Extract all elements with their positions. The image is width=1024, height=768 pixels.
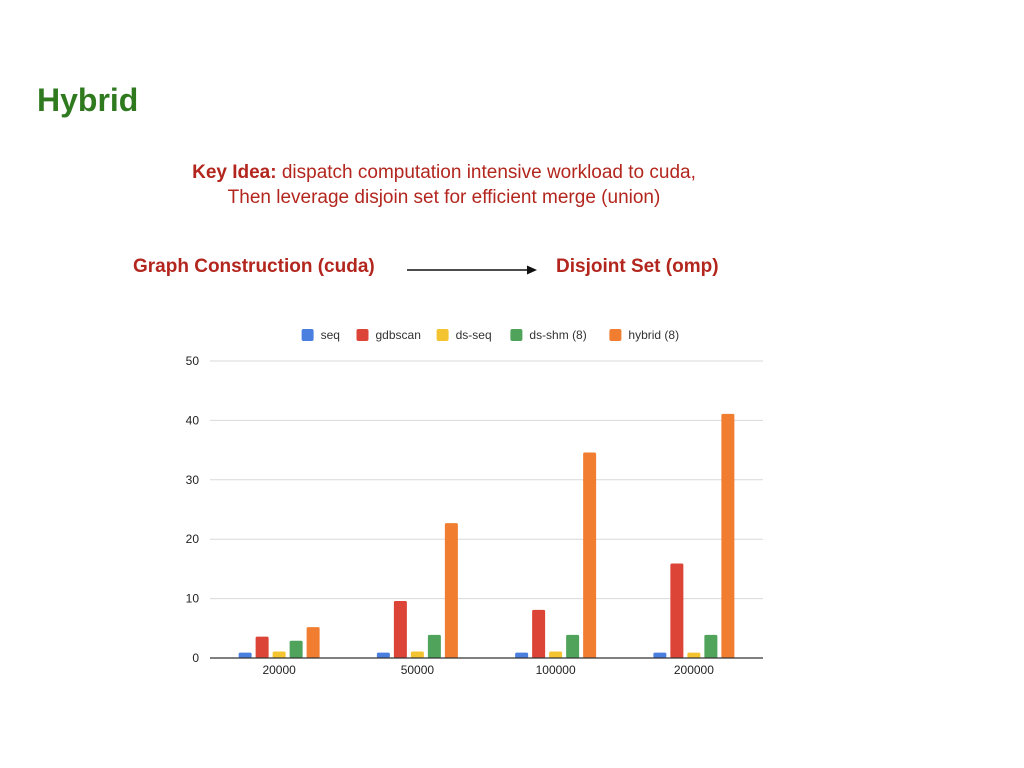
bar-seq-50000 bbox=[376, 652, 390, 658]
bar-hybrid-8-20000 bbox=[306, 627, 320, 658]
x-tick-label: 50000 bbox=[401, 663, 435, 677]
bar-ds-seq-200000 bbox=[687, 652, 701, 658]
bar-ds-shm-8-20000 bbox=[289, 640, 303, 658]
legend-label: ds-seq bbox=[456, 328, 492, 342]
chart-axes: 0 10 20 30 40 50 20000 50000 100000 200000 bbox=[186, 354, 763, 677]
y-tick-label: 30 bbox=[186, 473, 200, 487]
flow-step-graph-construction: Graph Construction (cuda) bbox=[133, 256, 375, 277]
bar-hybrid-8-50000 bbox=[444, 523, 458, 658]
chart-legend: seq gdbscan ds-seq ds-shm (8) hybrid (8) bbox=[301, 328, 679, 342]
legend-swatch bbox=[510, 329, 523, 341]
bar-ds-shm-8-200000 bbox=[704, 634, 718, 658]
bar-gdbscan-100000 bbox=[532, 609, 546, 658]
bar-gdbscan-20000 bbox=[255, 636, 269, 658]
bar-hybrid-8-200000 bbox=[721, 413, 735, 658]
legend-swatch bbox=[436, 329, 449, 341]
bar-seq-100000 bbox=[515, 652, 529, 658]
key-idea-label: Key Idea: bbox=[192, 162, 277, 183]
bar-hybrid-8-100000 bbox=[583, 452, 597, 658]
y-tick-label: 10 bbox=[186, 592, 200, 606]
y-tick-label: 20 bbox=[186, 532, 200, 546]
y-tick-label: 0 bbox=[192, 651, 199, 665]
bar-ds-seq-100000 bbox=[549, 651, 563, 658]
chart-gridlines bbox=[210, 360, 763, 600]
key-idea-line-1: Key Idea: dispatch computation intensive… bbox=[0, 160, 888, 185]
legend-label: seq bbox=[321, 328, 340, 342]
bar-ds-seq-20000 bbox=[272, 651, 286, 658]
bar-gdbscan-200000 bbox=[670, 563, 684, 658]
bar-ds-seq-50000 bbox=[410, 651, 424, 658]
flow-arrow-icon bbox=[407, 265, 537, 275]
legend-label: hybrid (8) bbox=[628, 328, 679, 342]
legend-item: ds-seq bbox=[436, 328, 492, 342]
bar-seq-200000 bbox=[653, 652, 667, 658]
x-tick-label: 20000 bbox=[262, 663, 296, 677]
key-idea-line-1-text: dispatch computation intensive workload … bbox=[276, 162, 696, 183]
bar-ds-shm-8-50000 bbox=[427, 634, 441, 658]
legend-item: ds-shm (8) bbox=[510, 328, 587, 342]
y-tick-label: 50 bbox=[186, 354, 200, 368]
x-tick-label: 100000 bbox=[536, 663, 576, 677]
bar-ds-shm-8-100000 bbox=[566, 634, 580, 658]
slide-title: Hybrid bbox=[37, 82, 139, 118]
bar-seq-20000 bbox=[238, 652, 252, 658]
legend-item: seq bbox=[301, 328, 340, 342]
legend-label: gdbscan bbox=[376, 328, 421, 342]
legend-item: gdbscan bbox=[356, 328, 421, 342]
bar-gdbscan-50000 bbox=[393, 600, 407, 658]
x-tick-label: 200000 bbox=[674, 663, 714, 677]
legend-label: ds-shm (8) bbox=[529, 328, 586, 342]
legend-item: hybrid (8) bbox=[609, 328, 679, 342]
key-idea-line-2: Then leverage disjoin set for efficient … bbox=[227, 187, 661, 208]
flow-step-disjoint-set: Disjoint Set (omp) bbox=[556, 256, 719, 277]
legend-swatch bbox=[301, 329, 314, 341]
legend-swatch bbox=[356, 329, 369, 341]
y-tick-label: 40 bbox=[186, 413, 200, 427]
key-idea-text: Key Idea: dispatch computation intensive… bbox=[0, 160, 888, 210]
legend-swatch bbox=[609, 329, 622, 341]
chart-bars bbox=[238, 413, 735, 658]
